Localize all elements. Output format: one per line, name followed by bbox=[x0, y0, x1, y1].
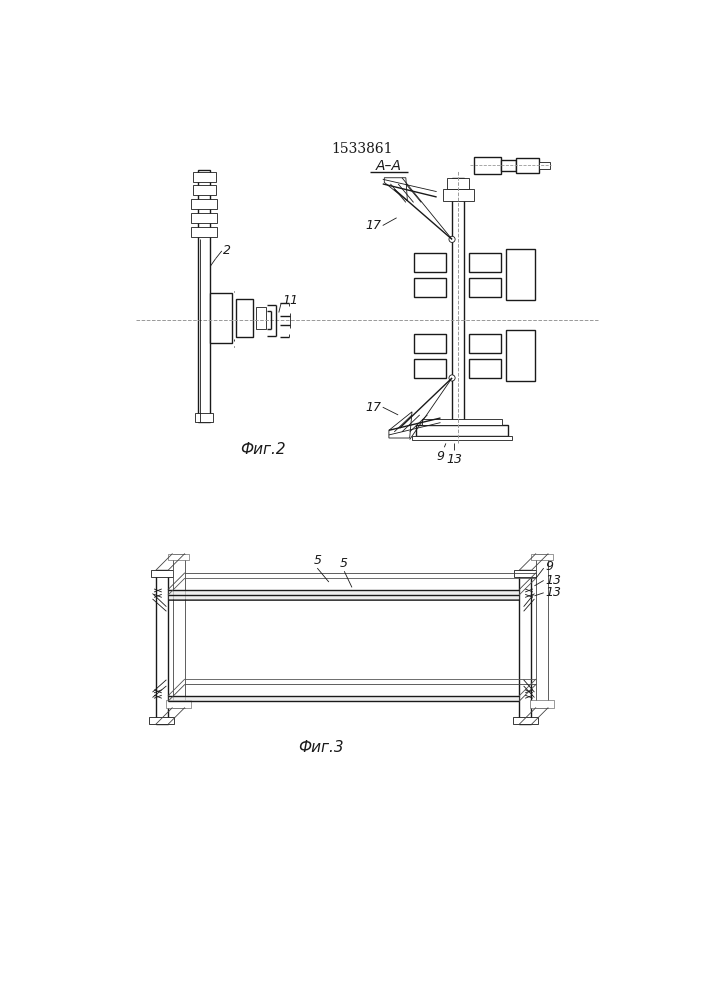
Bar bbox=[516, 158, 539, 173]
Bar bbox=[412, 436, 512, 440]
Bar bbox=[513, 717, 537, 724]
Text: 1533861: 1533861 bbox=[331, 142, 392, 156]
Bar bbox=[474, 157, 501, 174]
Bar bbox=[151, 570, 173, 577]
Bar bbox=[469, 253, 501, 272]
Circle shape bbox=[449, 236, 455, 242]
Bar bbox=[210, 293, 232, 343]
Bar bbox=[414, 253, 446, 272]
Bar bbox=[448, 178, 469, 189]
Bar bbox=[192, 185, 216, 195]
Text: 13: 13 bbox=[545, 574, 561, 587]
Bar bbox=[191, 199, 217, 209]
Polygon shape bbox=[385, 178, 407, 201]
Bar bbox=[166, 700, 191, 708]
Bar bbox=[539, 162, 550, 169]
Bar bbox=[156, 570, 168, 724]
Circle shape bbox=[449, 375, 455, 381]
Bar bbox=[414, 278, 446, 297]
Bar bbox=[191, 227, 217, 237]
Bar bbox=[469, 359, 501, 378]
Bar bbox=[530, 700, 554, 708]
Bar bbox=[192, 172, 216, 182]
Text: 9: 9 bbox=[545, 560, 553, 573]
Bar bbox=[191, 213, 217, 223]
Bar bbox=[416, 425, 508, 436]
Bar bbox=[168, 590, 519, 599]
Text: A–A: A–A bbox=[376, 159, 402, 173]
Text: 5: 5 bbox=[313, 554, 321, 567]
Text: 17: 17 bbox=[366, 401, 381, 414]
Bar bbox=[422, 419, 502, 425]
Text: 2: 2 bbox=[223, 244, 230, 257]
Bar bbox=[515, 570, 536, 577]
Bar bbox=[168, 554, 189, 560]
Bar bbox=[195, 413, 214, 422]
Bar bbox=[519, 570, 532, 724]
Bar bbox=[257, 307, 266, 329]
Bar bbox=[173, 554, 185, 708]
Bar bbox=[236, 299, 253, 337]
Bar bbox=[149, 717, 174, 724]
Bar bbox=[469, 334, 501, 353]
Text: Фиг.3: Фиг.3 bbox=[298, 740, 344, 755]
Bar bbox=[501, 160, 516, 171]
Text: 13: 13 bbox=[446, 453, 462, 466]
Bar bbox=[414, 359, 446, 378]
Bar bbox=[469, 278, 501, 297]
Bar bbox=[198, 170, 210, 422]
Text: 5: 5 bbox=[340, 557, 349, 570]
Text: 11: 11 bbox=[283, 294, 298, 307]
Bar bbox=[536, 554, 549, 708]
Text: 9: 9 bbox=[436, 450, 445, 463]
Bar bbox=[443, 189, 474, 201]
Bar bbox=[168, 696, 519, 701]
Bar bbox=[414, 334, 446, 353]
Bar bbox=[532, 554, 553, 560]
Text: 13: 13 bbox=[545, 586, 561, 599]
Bar bbox=[452, 178, 464, 436]
Polygon shape bbox=[389, 412, 412, 438]
Text: 17: 17 bbox=[366, 219, 381, 232]
Bar bbox=[506, 330, 535, 381]
Text: Фиг.2: Фиг.2 bbox=[240, 442, 286, 457]
Bar bbox=[506, 249, 535, 300]
